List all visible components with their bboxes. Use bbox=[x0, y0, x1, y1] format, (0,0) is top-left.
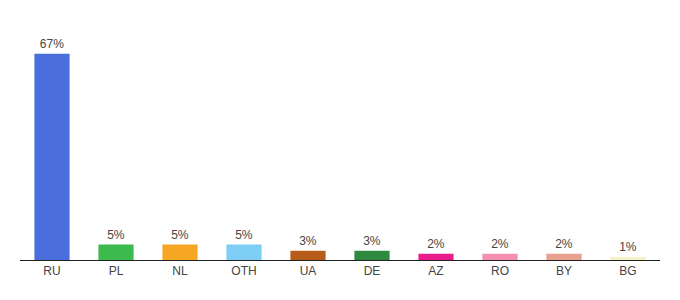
svg-text:3%: 3% bbox=[299, 234, 317, 248]
svg-text:5%: 5% bbox=[107, 228, 125, 242]
svg-text:2%: 2% bbox=[427, 237, 445, 251]
svg-text:DE: DE bbox=[364, 264, 381, 278]
svg-text:2%: 2% bbox=[555, 237, 573, 251]
svg-text:AZ: AZ bbox=[428, 264, 443, 278]
svg-text:5%: 5% bbox=[235, 228, 253, 242]
svg-text:UA: UA bbox=[300, 264, 317, 278]
svg-text:2%: 2% bbox=[491, 237, 509, 251]
svg-text:67%: 67% bbox=[40, 37, 64, 51]
svg-text:3%: 3% bbox=[363, 234, 381, 248]
svg-text:1%: 1% bbox=[619, 240, 637, 254]
svg-text:BY: BY bbox=[556, 264, 572, 278]
svg-text:BG: BG bbox=[619, 264, 636, 278]
svg-text:OTH: OTH bbox=[231, 264, 256, 278]
svg-text:5%: 5% bbox=[171, 228, 189, 242]
svg-text:NL: NL bbox=[172, 264, 188, 278]
svg-text:RO: RO bbox=[491, 264, 509, 278]
svg-text:PL: PL bbox=[109, 264, 124, 278]
svg-text:RU: RU bbox=[43, 264, 60, 278]
